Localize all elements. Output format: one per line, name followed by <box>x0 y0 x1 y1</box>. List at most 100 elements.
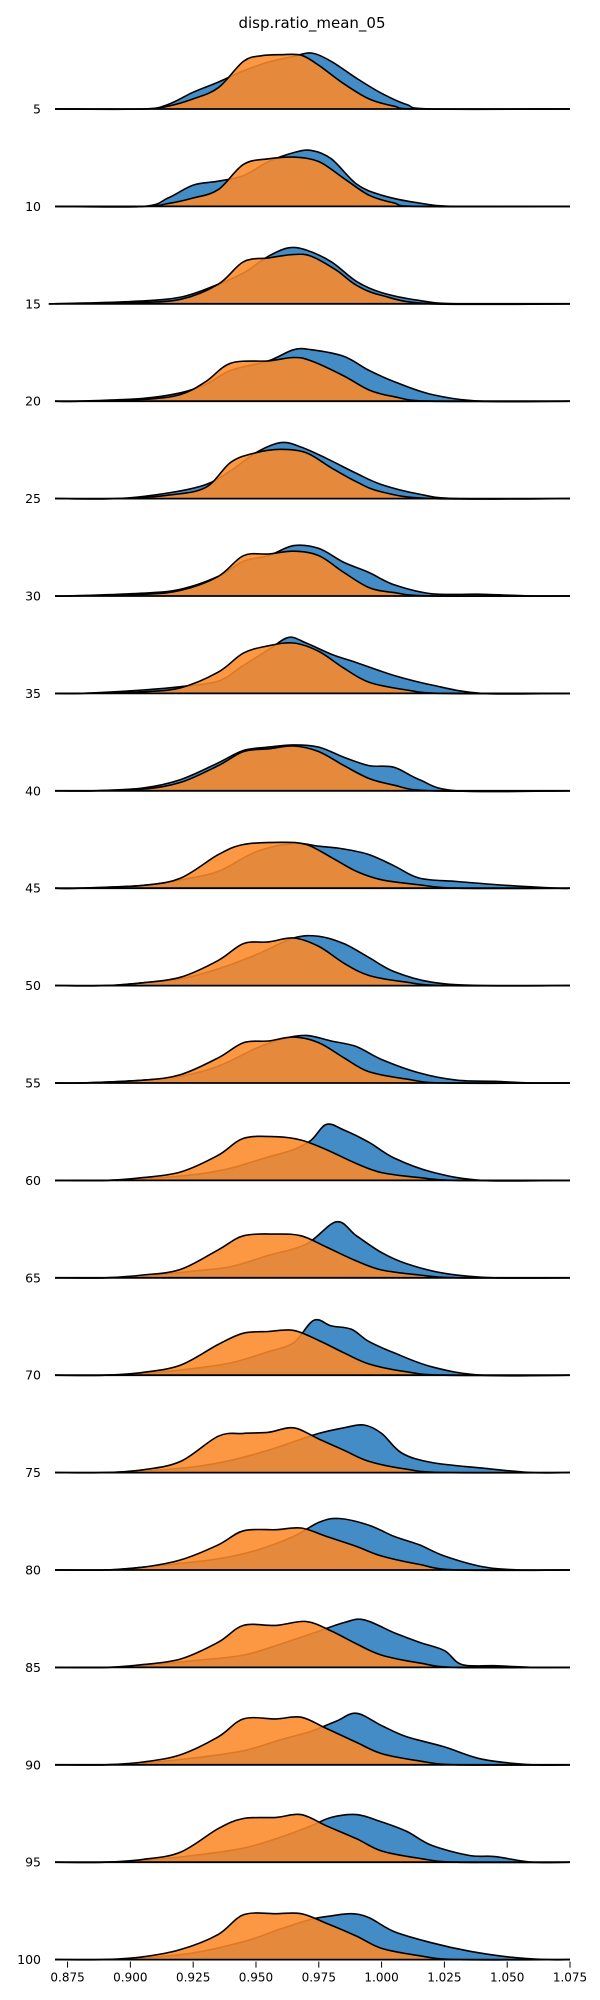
orange-density-fill <box>55 357 570 402</box>
row-label: 25 <box>25 491 41 506</box>
row-label: 5 <box>33 102 41 117</box>
orange-density-line <box>54 641 571 695</box>
orange-density-line <box>54 1526 571 1572</box>
blue-density-line <box>54 149 571 208</box>
ridge-row-10: 10 <box>25 149 571 214</box>
ridge-row-65: 65 <box>25 1220 571 1285</box>
row-label: 60 <box>25 1173 41 1188</box>
x-tick-label: 1.025 <box>427 1971 461 1985</box>
ridge-row-90: 90 <box>25 1712 571 1772</box>
ridge-row-15: 15 <box>25 246 571 311</box>
x-tick-label: 0.900 <box>113 1971 147 1985</box>
orange-density-line <box>54 841 571 890</box>
blue-density-line <box>54 441 571 500</box>
x-tick-label: 0.950 <box>239 1971 273 1985</box>
orange-density-fill <box>55 1814 570 1863</box>
ridge-row-100: 100 <box>17 1912 571 1967</box>
ridge-row-70: 70 <box>25 1318 571 1383</box>
row-label: 35 <box>25 686 41 701</box>
blue-density-line <box>48 246 571 305</box>
orange-density-line <box>54 1036 571 1085</box>
ridge-row-75: 75 <box>25 1424 571 1480</box>
row-label: 50 <box>25 978 41 993</box>
orange-density-line <box>54 1813 571 1864</box>
orange-density-line <box>54 1135 571 1182</box>
blue-density-line <box>54 544 571 598</box>
orange-density-line <box>54 550 571 598</box>
row-label: 20 <box>25 394 41 409</box>
row-label: 65 <box>25 1270 41 1285</box>
ridge-row-50: 50 <box>25 934 571 993</box>
ridge-row-85: 85 <box>25 1618 571 1675</box>
row-label: 55 <box>25 1076 41 1091</box>
orange-density-line <box>54 448 571 500</box>
x-tick-label: 1.050 <box>490 1971 524 1985</box>
ridge-row-30: 30 <box>25 544 571 604</box>
orange-density-line <box>48 253 571 306</box>
x-tick-label: 0.975 <box>302 1971 336 1985</box>
orange-density-line <box>54 937 571 987</box>
orange-density-line <box>54 156 571 208</box>
row-label: 95 <box>25 1855 41 1870</box>
ridge-row-40: 40 <box>25 744 571 798</box>
orange-density-fill <box>55 745 570 792</box>
row-label: 75 <box>25 1465 41 1480</box>
orange-density-fill <box>55 1621 570 1668</box>
orange-density-fill <box>55 1912 570 1960</box>
row-label: 85 <box>25 1660 41 1675</box>
x-tick-label: 1.075 <box>553 1971 587 1985</box>
x-tick-label: 0.925 <box>176 1971 210 1985</box>
ridge-row-35: 35 <box>25 636 571 701</box>
ridge-row-20: 20 <box>25 347 571 409</box>
row-label: 30 <box>25 589 41 604</box>
orange-density-line <box>54 1233 571 1279</box>
orange-density-fill <box>55 551 570 597</box>
row-label: 90 <box>25 1757 41 1772</box>
orange-density-fill <box>55 54 570 110</box>
orange-density-fill <box>49 254 570 305</box>
ridge-row-80: 80 <box>25 1517 571 1578</box>
orange-density-line <box>54 745 571 792</box>
orange-density-fill <box>55 1427 570 1473</box>
ridge-row-55: 55 <box>25 1034 571 1091</box>
row-label: 45 <box>25 881 41 896</box>
orange-density-fill <box>55 642 570 694</box>
blue-density-line <box>54 744 571 793</box>
orange-density-fill <box>55 937 570 986</box>
orange-density-fill <box>55 1136 570 1181</box>
orange-density-fill <box>55 1037 570 1084</box>
orange-density-line <box>54 1329 571 1377</box>
ridge-row-45: 45 <box>25 841 571 896</box>
ridge-row-5: 5 <box>33 52 571 117</box>
orange-density-line <box>54 1715 571 1766</box>
row-label: 15 <box>25 296 41 311</box>
blue-density-line <box>54 347 571 403</box>
x-tick-label: 0.875 <box>50 1971 84 1985</box>
ridge-row-95: 95 <box>25 1813 571 1870</box>
row-label: 70 <box>25 1368 41 1383</box>
orange-density-line <box>54 1620 571 1669</box>
orange-density-line <box>54 1426 571 1474</box>
orange-density-fill <box>55 1716 570 1766</box>
ridge-row-25: 25 <box>25 441 571 506</box>
row-label: 10 <box>25 199 41 214</box>
row-label: 100 <box>17 1952 41 1967</box>
row-label: 80 <box>25 1563 41 1578</box>
orange-density-fill <box>55 1527 570 1571</box>
orange-density-fill <box>55 842 570 889</box>
row-label: 40 <box>25 783 41 798</box>
x-tick-label: 1.000 <box>364 1971 398 1985</box>
orange-density-line <box>54 356 571 403</box>
chart-title: disp.ratio_mean_05 <box>238 14 385 33</box>
x-axis: 0.875 0.900 0.925 0.950 0.975 1.000 1.025 1.050… <box>50 1961 587 1985</box>
ridge-rows: 5 10 15 20 25 30 35 40 45 50 55 60 65 70 75 80 85 90 95 100 <box>17 52 571 1967</box>
blue-density-line <box>54 636 571 695</box>
orange-density-line <box>54 53 571 111</box>
orange-density-fill <box>55 157 570 207</box>
orange-density-fill <box>55 449 570 500</box>
orange-density-line <box>54 1912 571 1961</box>
orange-density-fill <box>55 1233 570 1279</box>
ridge-row-60: 60 <box>25 1123 571 1188</box>
